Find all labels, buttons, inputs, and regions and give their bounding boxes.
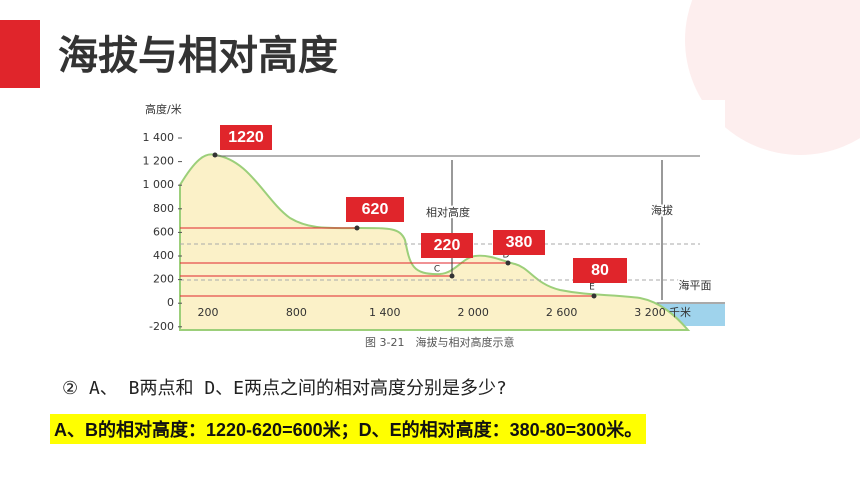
x-axis-unit: 千米 bbox=[669, 306, 691, 319]
x-tick-label: 1 400 bbox=[369, 306, 401, 319]
point-label: D bbox=[503, 251, 510, 261]
y-tick-label: 400 bbox=[153, 249, 174, 262]
question: ② A、 B两点和 D、E两点之间的相对高度分别是多少? bbox=[62, 378, 507, 399]
y-tick-label: 1 400 bbox=[143, 131, 175, 144]
point-d bbox=[505, 260, 511, 266]
x-tick-label: 200 bbox=[198, 306, 219, 319]
y-tick-label: -200 bbox=[149, 320, 174, 333]
callout-text: 80 bbox=[591, 262, 609, 279]
title-accent bbox=[0, 20, 40, 88]
answer: A、B的相对高度：1220-620=600米；D、E的相对高度：380-80=3… bbox=[50, 414, 647, 444]
y-axis-label: 高度/米 bbox=[145, 102, 182, 116]
point-label: C bbox=[434, 265, 440, 275]
annotation: 相对高度 bbox=[426, 205, 470, 219]
callout-box bbox=[493, 230, 545, 255]
terrain-profile bbox=[179, 153, 691, 331]
title: 海拔与相对高度 bbox=[58, 33, 338, 79]
callout-text: 220 bbox=[434, 237, 461, 254]
y-tick-label: 800 bbox=[153, 202, 174, 215]
figure: 高度/米 1 400 1 200 1 000 800 600 400 200 0 -200 200 8… bbox=[140, 100, 725, 352]
point-a bbox=[212, 152, 218, 158]
callout-text: 380 bbox=[506, 234, 533, 251]
callout-box bbox=[346, 197, 404, 222]
y-tick-label: 600 bbox=[153, 225, 174, 238]
point-label: E bbox=[589, 283, 595, 293]
x-tick-label: 3 200 bbox=[634, 306, 666, 319]
annotation: 海平面 bbox=[679, 278, 712, 292]
x-tick-label: 2 000 bbox=[457, 306, 489, 319]
callout-box bbox=[573, 258, 627, 283]
callout-text: 620 bbox=[362, 201, 389, 218]
point-b bbox=[354, 225, 360, 231]
annotation: 海拔 bbox=[651, 203, 673, 217]
y-tick-label: 1 200 bbox=[143, 155, 175, 168]
decor-circle bbox=[685, 0, 860, 155]
point-e bbox=[591, 293, 597, 299]
caption: 图 3-21 海拔与相对高度示意 bbox=[365, 335, 514, 349]
x-tick-label: 800 bbox=[286, 306, 307, 319]
callout-text: 1220 bbox=[228, 129, 264, 146]
point-c bbox=[449, 273, 455, 279]
x-tick-label: 2 600 bbox=[546, 306, 578, 319]
y-tick-label: 200 bbox=[153, 273, 174, 286]
y-tick-label: 1 000 bbox=[143, 178, 175, 191]
callout-box bbox=[220, 125, 272, 150]
y-tick-label: 0 bbox=[167, 296, 174, 309]
callout-box bbox=[421, 233, 473, 258]
